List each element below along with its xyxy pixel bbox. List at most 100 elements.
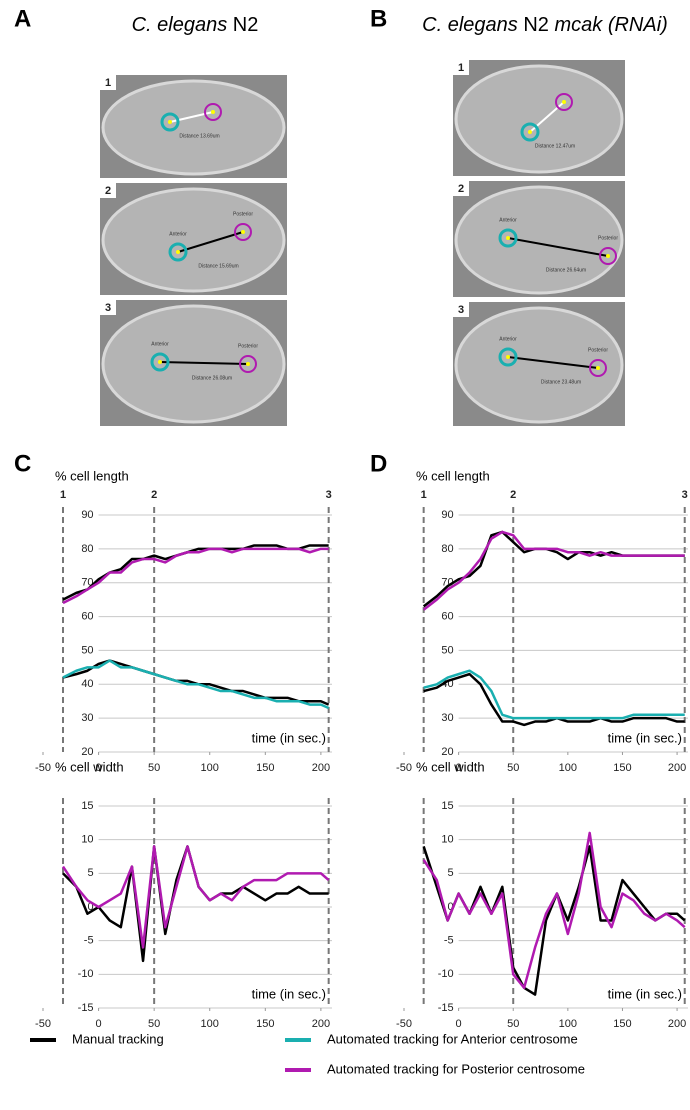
x-tick-label: 100 (559, 762, 577, 774)
posterior-centrosome (589, 359, 607, 377)
x-tick-label: 150 (256, 762, 274, 774)
centrosome-dot (168, 120, 172, 124)
series-line (62, 659, 330, 710)
y-tick-label: -5 (444, 935, 454, 947)
centrosome-dot (241, 230, 245, 234)
y-tick-label: 15 (441, 800, 453, 812)
distance-label: Distance 12.47um (535, 143, 575, 149)
legend-label: Manual tracking (72, 1031, 164, 1046)
stage-label: 1 (60, 489, 66, 501)
frame-number: 1 (105, 77, 111, 89)
centrosome-link (159, 361, 249, 365)
x-tick-label: 50 (148, 762, 160, 774)
distance-label: Distance 26.08um (192, 375, 232, 381)
anterior-label: Anterior (169, 231, 187, 237)
frame-number: 1 (458, 62, 464, 74)
distance-label: Distance 15.69um (198, 263, 238, 269)
anterior-centrosome (498, 228, 518, 248)
y-tick-label: 50 (81, 644, 93, 656)
y-tick-label: 0 (447, 901, 453, 913)
anterior-label: Anterior (499, 217, 517, 223)
series-line (422, 845, 686, 996)
y-axis-title: % cell length (416, 468, 490, 483)
title-part: N2 (233, 14, 259, 36)
y-tick-label: 20 (441, 746, 453, 758)
centrosome-dot (562, 100, 566, 104)
x-tick-label: 150 (613, 1018, 631, 1030)
y-tick-label: 90 (81, 509, 93, 521)
centrosome-link (507, 356, 599, 369)
centrosome-link (507, 237, 609, 257)
x-tick-label: 100 (201, 762, 219, 774)
y-tick-label: -10 (78, 968, 94, 980)
stage-label: 1 (421, 489, 427, 501)
posterior-label: Posterior (598, 235, 618, 241)
x-axis-title: time (in sec.) (608, 986, 682, 1001)
posterior-centrosome (239, 355, 257, 373)
x-tick-label: 200 (312, 762, 330, 774)
x-tick-label: -50 (396, 1018, 412, 1030)
x-tick-label: 0 (96, 1018, 102, 1030)
x-tick-label: 150 (613, 762, 631, 774)
y-tick-label: 90 (441, 509, 453, 521)
y-tick-label: 30 (441, 712, 453, 724)
y-tick-label: 10 (81, 834, 93, 846)
x-tick-label: 0 (96, 762, 102, 774)
x-tick-label: -50 (35, 762, 51, 774)
x-tick-label: 50 (507, 1018, 519, 1030)
y-tick-label: 0 (87, 901, 93, 913)
centrosome-dot (211, 110, 215, 114)
y-tick-label: 5 (447, 867, 453, 879)
x-tick-label: 50 (148, 1018, 160, 1030)
stage-label: 3 (326, 489, 332, 501)
x-tick-label: 0 (456, 1018, 462, 1030)
panel-letter: B (370, 5, 387, 32)
anterior-centrosome (520, 122, 540, 142)
x-tick-label: 100 (559, 1018, 577, 1030)
y-tick-label: 10 (441, 834, 453, 846)
x-tick-label: 200 (312, 1018, 330, 1030)
panel-letter: D (370, 450, 387, 477)
x-tick-label: 50 (507, 762, 519, 774)
anterior-centrosome (160, 112, 180, 132)
x-axis-title: time (in sec.) (252, 986, 326, 1001)
y-tick-label: 5 (87, 867, 93, 879)
centrosome-dot (528, 130, 532, 134)
y-axis-title: % cell width (416, 759, 485, 774)
y-tick-label: 60 (81, 610, 93, 622)
distance-label: Distance 26.64um (546, 267, 586, 273)
stage-label: 2 (510, 489, 516, 501)
y-tick-label: -10 (438, 968, 454, 980)
anterior-centrosome (498, 347, 518, 367)
y-tick-label: 30 (81, 712, 93, 724)
posterior-label: Posterior (588, 347, 608, 353)
y-tick-label: 40 (81, 678, 93, 690)
title-part: mcak (RNAi) (554, 14, 667, 36)
x-axis-title: time (in sec.) (252, 730, 326, 745)
y-tick-label: 60 (441, 610, 453, 622)
stage-label: 2 (151, 489, 157, 501)
y-tick-label: 80 (81, 543, 93, 555)
frame-number: 3 (105, 302, 111, 314)
x-tick-label: -50 (35, 1018, 51, 1030)
title-part: N2 (523, 14, 549, 36)
y-axis-title: % cell length (55, 468, 129, 483)
series-line (62, 547, 329, 605)
frame-number: 3 (458, 304, 464, 316)
panel-letter: A (14, 5, 31, 32)
legend-label: Automated tracking for Anterior centroso… (327, 1031, 578, 1046)
centrosome-link (177, 231, 244, 253)
posterior-label: Posterior (238, 343, 258, 349)
frame-number-box (453, 60, 469, 75)
series-line (62, 544, 329, 601)
frame-number-box (453, 302, 469, 317)
centrosome-dot (596, 366, 600, 370)
embryo (101, 187, 286, 293)
x-tick-label: 200 (668, 1018, 686, 1030)
series-line (62, 659, 330, 706)
frame-number: 2 (105, 185, 111, 197)
y-tick-label: 50 (441, 644, 453, 656)
series-line (422, 530, 685, 608)
stage-label: 3 (682, 489, 688, 501)
x-tick-label: 0 (456, 762, 462, 774)
